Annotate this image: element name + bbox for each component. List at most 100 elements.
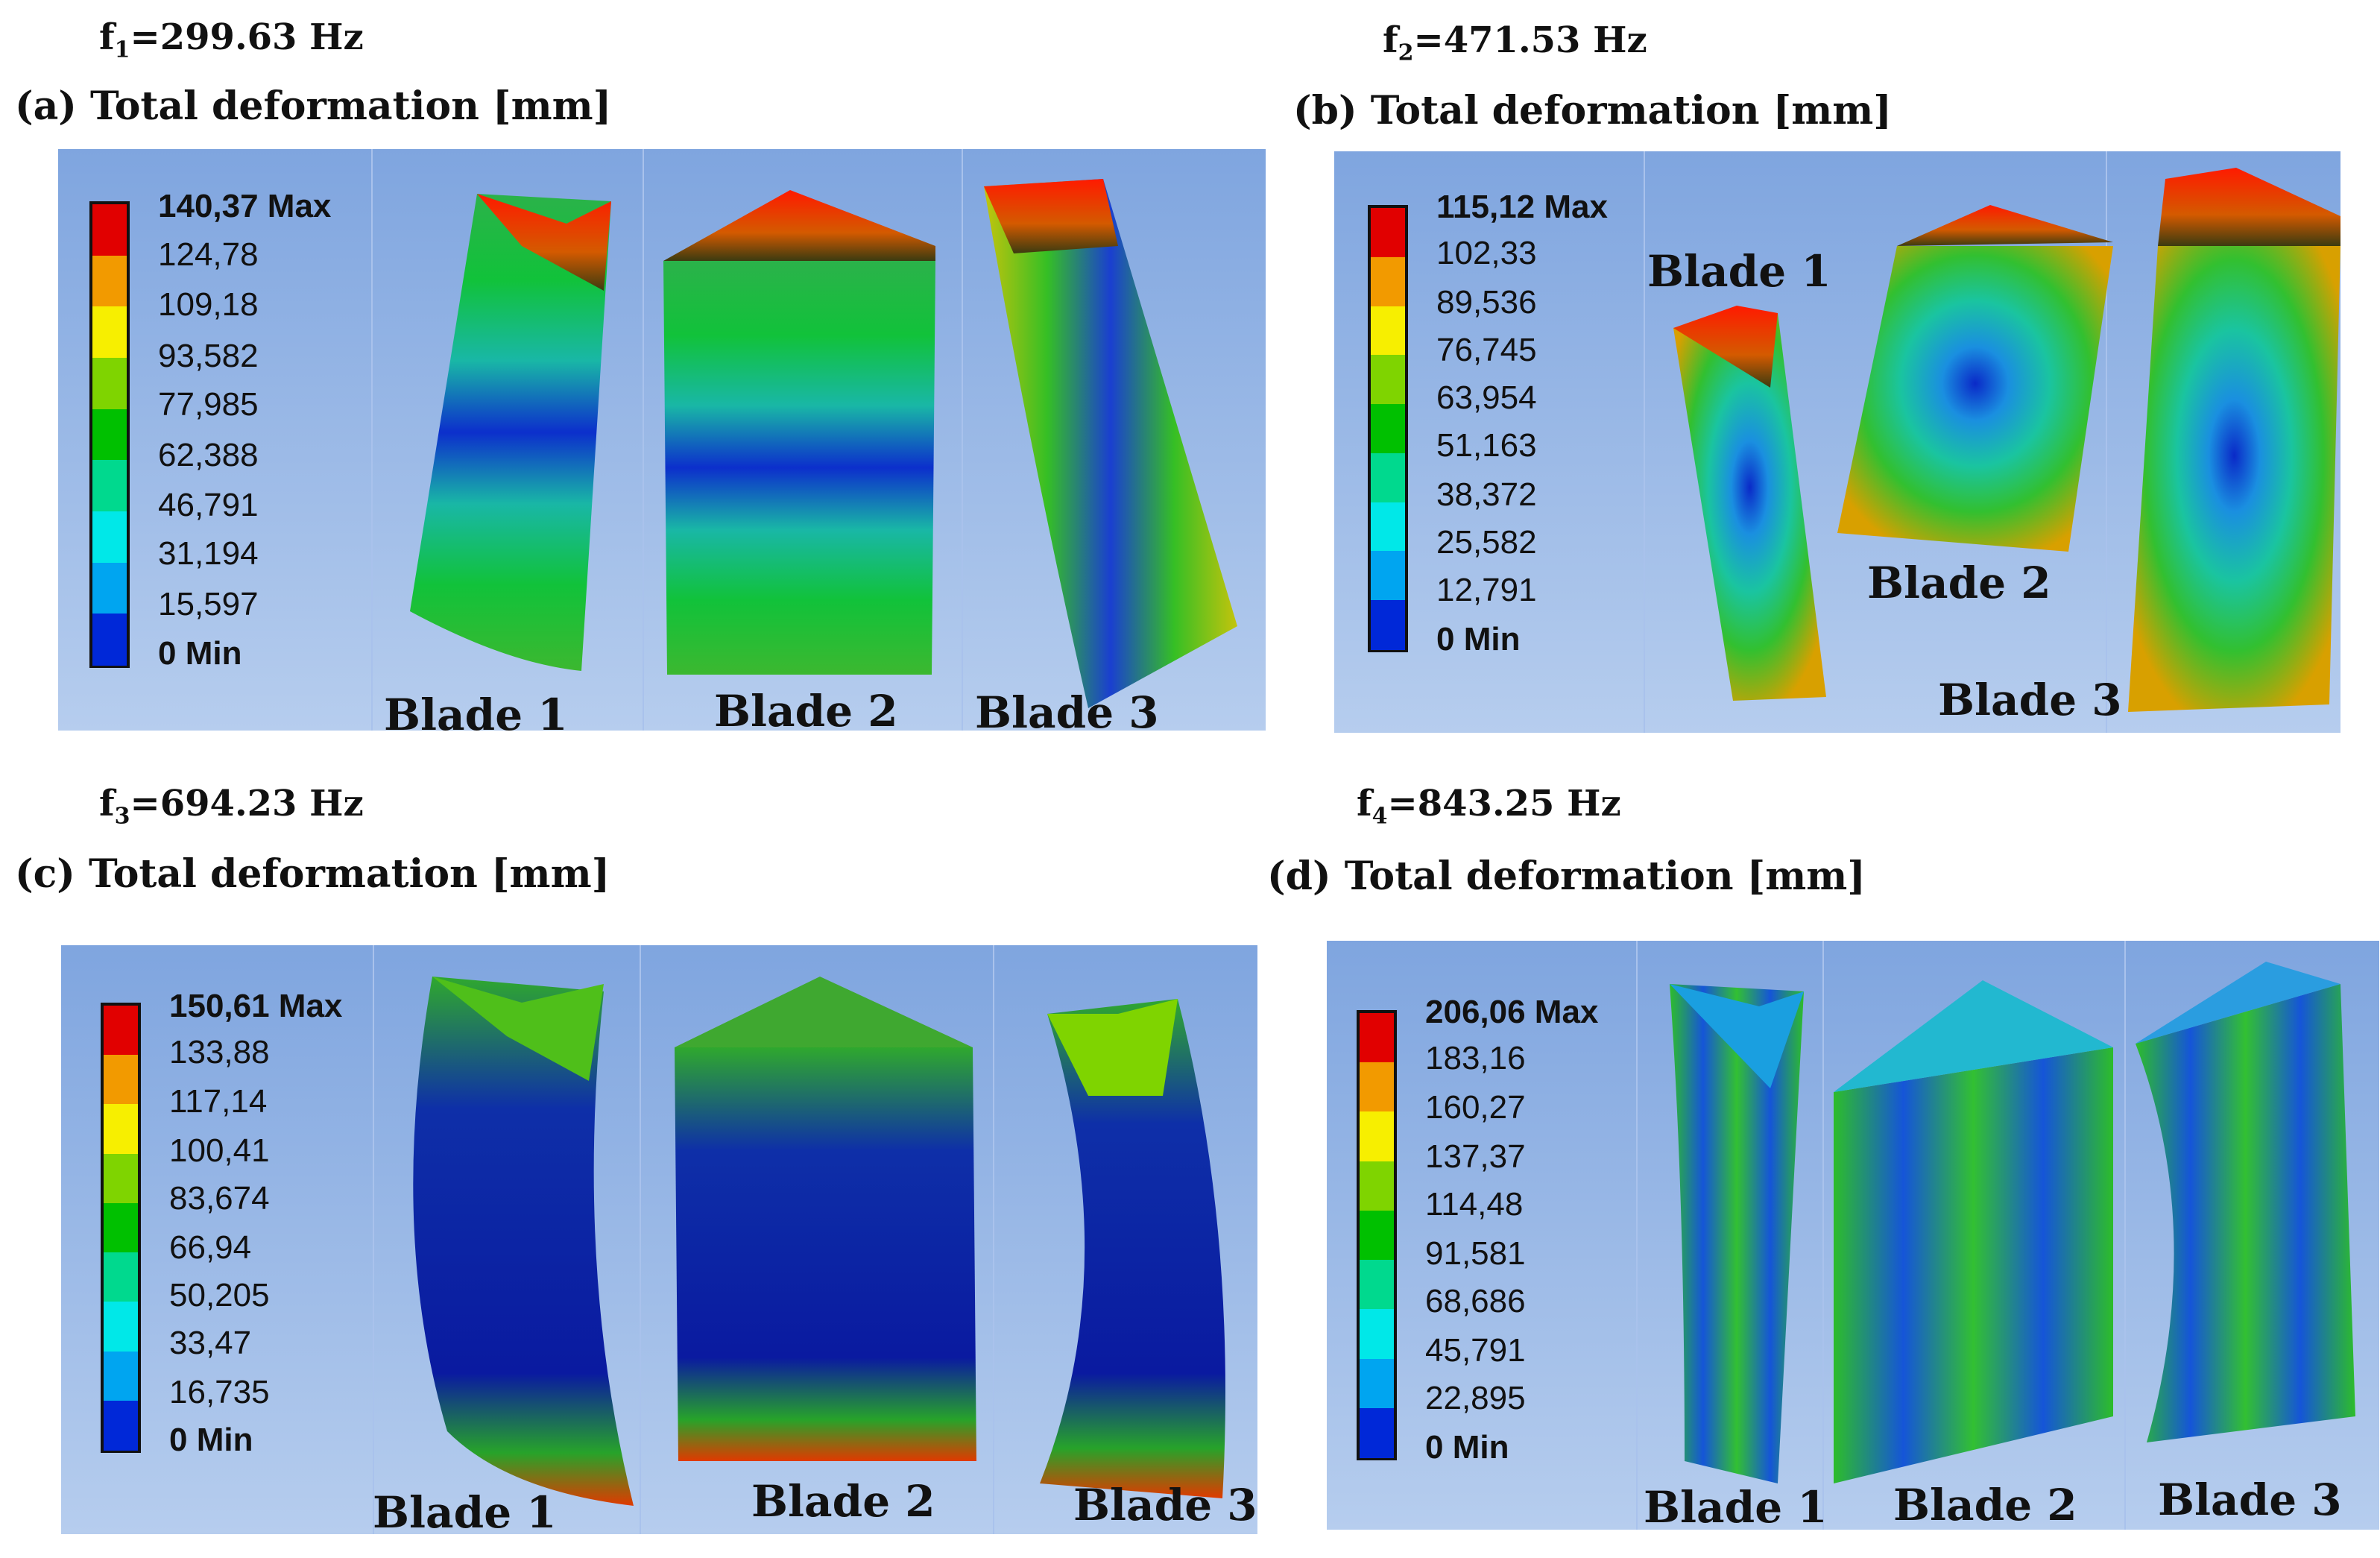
legend-label: 83,674 (169, 1180, 270, 1217)
color-scale-segment (1371, 502, 1405, 552)
color-scale-segment (92, 255, 127, 308)
color-scale-segment (92, 306, 127, 359)
legend-label: 33,47 (169, 1325, 252, 1361)
freq-label-b: f2=471.53 Hz (1383, 19, 1647, 66)
legend-label: 77,985 (158, 386, 259, 423)
color-scale-segment (1360, 1161, 1394, 1211)
panel-title-c: (c) Total deformation [mm] (15, 851, 610, 897)
color-scale-segment (1371, 208, 1405, 258)
color-scale-segment (1360, 1210, 1394, 1261)
legend-label: 0 Min (169, 1422, 253, 1458)
legend-label: 25,582 (1436, 524, 1537, 561)
color-scale-segment (1371, 404, 1405, 454)
color-scale-segment (1360, 1013, 1394, 1064)
color-scale-segment (104, 1006, 138, 1056)
color-scale-segment (1371, 452, 1405, 503)
color-scale-d (1357, 1010, 1397, 1460)
color-scale-segment (104, 1400, 138, 1451)
color-scale-segment (104, 1351, 138, 1401)
legend-label: 66,94 (169, 1229, 252, 1266)
color-scale-segment (92, 460, 127, 512)
legend-label: 38,372 (1436, 476, 1537, 513)
color-scale-segment (1360, 1407, 1394, 1458)
blade-label-a3: Blade 3 (975, 687, 1159, 738)
legend-label: 133,88 (169, 1034, 270, 1070)
color-scale-segment (92, 614, 127, 666)
legend-label: 0 Min (1425, 1429, 1509, 1466)
legend-a: 140,37 Max 124,78 109,18 93,582 77,985 6… (89, 188, 373, 678)
blade-label-b2: Blade 2 (1867, 558, 2051, 608)
legend-label: 115,12 Max (1436, 189, 1608, 225)
legend-label: 150,61 Max (169, 988, 343, 1024)
color-scale-segment (1371, 355, 1405, 406)
legend-label: 68,686 (1425, 1283, 1526, 1319)
color-scale-a (89, 201, 130, 668)
freq-label-a: f1=299.63 Hz (99, 16, 364, 63)
legend-label: 137,37 (1425, 1138, 1526, 1175)
legend-label: 0 Min (158, 635, 242, 672)
blade-label-a2: Blade 2 (714, 686, 898, 737)
legend-label: 31,194 (158, 535, 259, 572)
color-scale-segment (1360, 1309, 1394, 1360)
legend-label: 102,33 (1436, 235, 1537, 271)
legend-label: 46,791 (158, 487, 259, 523)
legend-label: 45,791 (1425, 1332, 1526, 1369)
color-scale-segment (1360, 1358, 1394, 1409)
color-scale-segment (92, 409, 127, 461)
freq-label-c: f3=694.23 Hz (99, 783, 364, 830)
legend-label: 63,954 (1436, 379, 1537, 416)
blade-label-c2: Blade 2 (751, 1476, 935, 1527)
legend-label: 89,536 (1436, 284, 1537, 321)
color-scale-segment (1360, 1062, 1394, 1113)
legend-label: 183,16 (1425, 1040, 1526, 1076)
color-scale-segment (104, 1302, 138, 1352)
color-scale-segment (1371, 306, 1405, 356)
blade-label-d2: Blade 2 (1893, 1480, 2077, 1530)
blade-label-b1: Blade 1 (1647, 246, 1831, 297)
legend-label: 62,388 (158, 437, 259, 473)
color-scale-segment (104, 1055, 138, 1106)
legend-label: 91,581 (1425, 1235, 1526, 1272)
panel-title-b: (b) Total deformation [mm] (1293, 88, 1892, 133)
legend-label: 15,597 (158, 586, 259, 622)
color-scale-segment (104, 1153, 138, 1204)
blade-label-b3: Blade 3 (1938, 675, 2122, 725)
legend-label: 51,163 (1436, 427, 1537, 464)
color-scale-segment (1371, 600, 1405, 650)
legend-label: 160,27 (1425, 1089, 1526, 1126)
legend-d: 206,06 Max 183,16 160,27 137,37 114,48 9… (1357, 994, 1640, 1487)
color-scale-segment (1371, 551, 1405, 602)
blade-label-c1: Blade 1 (373, 1487, 557, 1538)
legend-label: 0 Min (1436, 621, 1521, 657)
legend-label: 109,18 (158, 286, 259, 323)
legend-label: 93,582 (158, 338, 259, 374)
legend-label: 206,06 Max (1425, 994, 1599, 1030)
color-scale-b (1368, 205, 1408, 652)
legend-c: 150,61 Max 133,88 117,14 100,41 83,674 6… (101, 988, 384, 1480)
color-scale-segment (1371, 256, 1405, 307)
legend-label: 22,895 (1425, 1380, 1526, 1416)
color-scale-segment (1360, 1260, 1394, 1311)
color-scale-segment (92, 562, 127, 615)
legend-b: 115,12 Max 102,33 89,536 76,745 63,954 5… (1368, 189, 1651, 682)
legend-label: 100,41 (169, 1132, 270, 1169)
legend-label: 76,745 (1436, 332, 1537, 368)
color-scale-segment (104, 1104, 138, 1155)
color-scale-segment (1360, 1111, 1394, 1162)
blade-label-d3: Blade 3 (2158, 1475, 2342, 1525)
color-scale-segment (104, 1252, 138, 1303)
legend-label: 114,48 (1425, 1186, 1524, 1223)
color-scale-segment (104, 1202, 138, 1254)
blade-label-a1: Blade 1 (384, 690, 568, 740)
blade-label-d1: Blade 1 (1644, 1482, 1828, 1533)
legend-label: 124,78 (158, 236, 259, 273)
freq-label-d: f4=843.25 Hz (1357, 783, 1621, 830)
panel-title-d: (d) Total deformation [mm] (1267, 854, 1866, 899)
color-scale-segment (92, 204, 127, 256)
color-scale-segment (92, 511, 127, 564)
legend-label: 16,735 (169, 1374, 270, 1410)
color-scale-segment (92, 358, 127, 410)
blade-label-c3: Blade 3 (1073, 1480, 1257, 1530)
legend-label: 12,791 (1436, 572, 1537, 608)
